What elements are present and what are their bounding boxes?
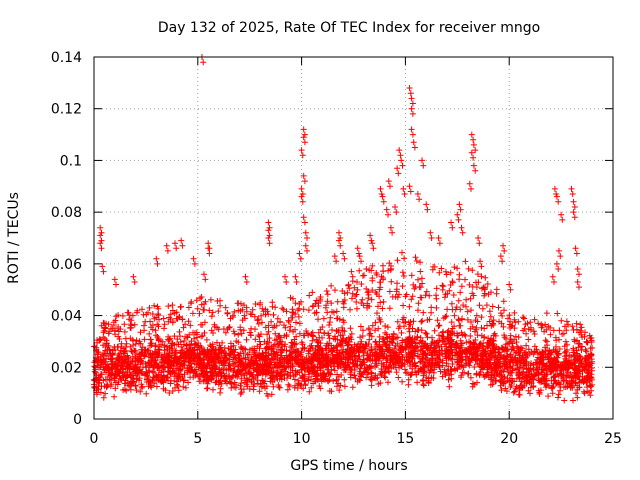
y-axis-label: ROTI / TECUs — [6, 192, 22, 284]
y-tick-label: 0.12 — [51, 102, 82, 118]
x-tick-label: 15 — [396, 431, 414, 447]
y-tick-label: 0.14 — [51, 50, 82, 66]
tick-labels: 0 5 10 15 20 25 0 0.02 0.04 0.06 0.08 0.1 0.12 0.14 — [51, 50, 622, 447]
roti-data-marks — [91, 54, 596, 404]
x-axis-label: GPS time / hours — [290, 458, 407, 474]
grid-lines — [94, 57, 613, 419]
x-tick-label: 5 — [193, 431, 202, 447]
y-tick-label: 0.1 — [60, 153, 82, 169]
plot-frame — [93, 56, 614, 420]
x-tick-label: 25 — [604, 431, 622, 447]
y-tick-label: 0.04 — [51, 309, 82, 325]
y-tick-label: 0.08 — [51, 205, 82, 221]
x-tick-label: 20 — [500, 431, 518, 447]
data-points — [91, 54, 596, 404]
y-tick-label: 0.02 — [51, 360, 82, 376]
x-tick-label: 0 — [90, 431, 99, 447]
chart-title: Day 132 of 2025, Rate Of TEC Index for r… — [158, 20, 540, 36]
y-tick-label: 0.06 — [51, 257, 82, 273]
y-tick-label: 0 — [73, 412, 82, 428]
x-tick-label: 10 — [293, 431, 311, 447]
